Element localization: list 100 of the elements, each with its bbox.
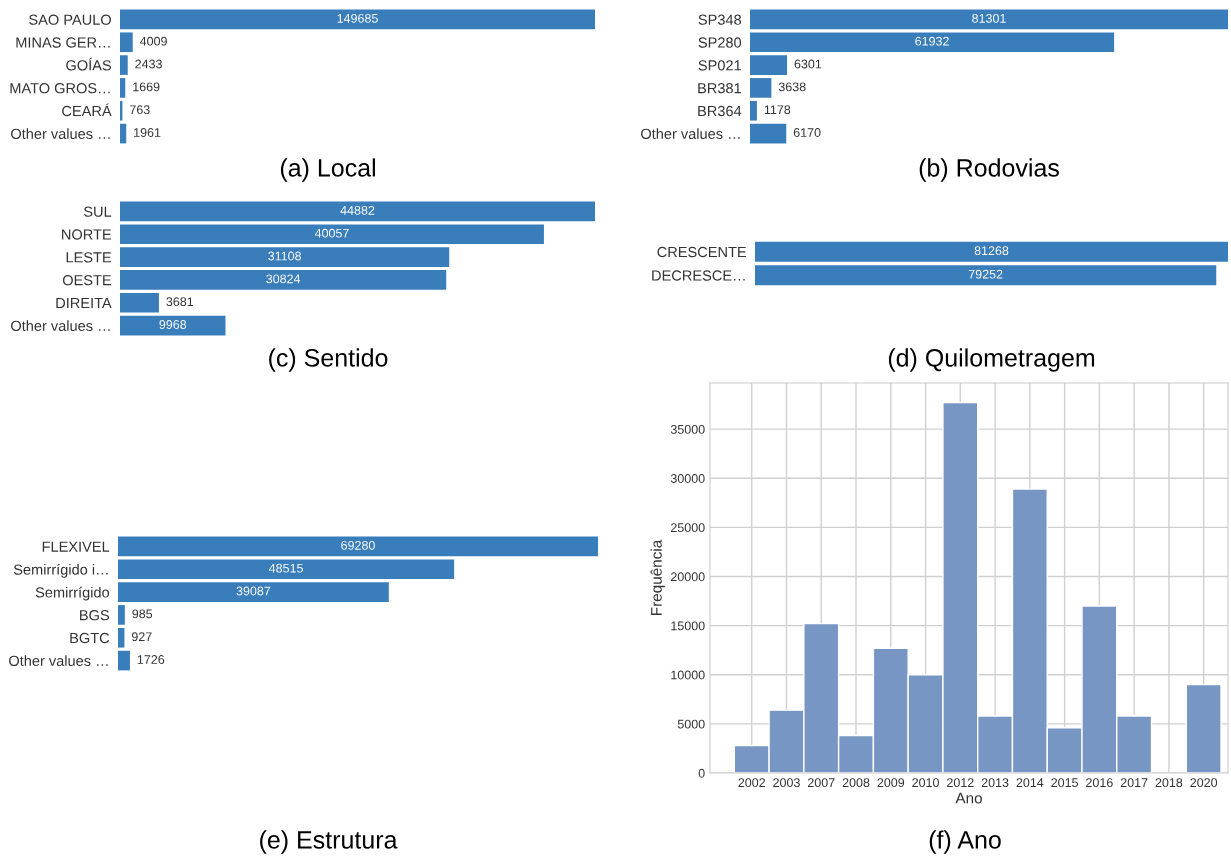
y-tick-label: 15000 — [671, 621, 705, 631]
y-tick-label: CEARÁ — [62, 103, 112, 117]
x-tick-label: 2018 — [1155, 778, 1183, 788]
data-label: 9968 — [159, 320, 187, 329]
y-tick-label: NORTE — [62, 229, 112, 240]
x-tick-label: 2017 — [1120, 778, 1148, 788]
y-tick-label: 20000 — [671, 572, 705, 582]
y-tick-label: 35000 — [670, 424, 705, 434]
x-tick-label: 2007 — [807, 778, 835, 788]
data-label: 79252 — [968, 269, 1003, 279]
data-label: 1726 — [137, 655, 165, 664]
data-label: 69280 — [341, 540, 375, 550]
y-tick-label: DECRESCE… — [652, 270, 745, 281]
data-label: 2433 — [135, 59, 162, 69]
data-label: 39087 — [236, 586, 271, 596]
text: (b) Rodovias — [919, 158, 1059, 182]
data-label: 763 — [130, 105, 150, 115]
data-label: 30824 — [266, 274, 301, 284]
data-label: 61932 — [915, 36, 949, 46]
bar — [118, 536, 598, 557]
data-label: 149685 — [337, 13, 378, 23]
x-tick-label: 2014 — [1016, 778, 1044, 788]
bar — [120, 270, 447, 290]
y-tick-label: SP348 — [698, 14, 742, 25]
x-tick-label: 2003 — [773, 778, 800, 788]
y-tick-label: MATO GROS… — [10, 83, 110, 94]
x-tick-label: 2009 — [877, 778, 905, 788]
bar — [120, 315, 226, 336]
text: (e) Estrutura — [260, 830, 398, 854]
bar — [120, 201, 595, 222]
text: (d) Quilometragem — [888, 348, 1095, 372]
data-label: 1669 — [133, 82, 160, 92]
data-label: 81301 — [972, 13, 1006, 23]
y-tick-label: SP280 — [698, 37, 742, 48]
text: (a) Local — [280, 158, 375, 182]
y-tick-label: Other values … — [9, 655, 108, 667]
x-tick-label: 2020 — [1190, 778, 1218, 788]
y-tick-label: CRESCENTE — [657, 246, 747, 258]
bar — [750, 123, 787, 144]
bar — [120, 9, 595, 30]
x-tick-label: 2016 — [1086, 778, 1113, 788]
y-tick-label: OESTE — [62, 275, 112, 286]
y-tick-label: BR381 — [698, 83, 741, 94]
bar — [118, 627, 125, 648]
bar — [120, 123, 127, 144]
bar — [120, 32, 133, 53]
y-tick-label: 25000 — [671, 523, 705, 533]
y-tick-label: MINAS GER… — [16, 37, 110, 48]
bar — [120, 78, 126, 98]
y-tick-label: 5000 — [677, 719, 705, 729]
data-label: 31108 — [268, 251, 301, 261]
y-axis-title: Frequência — [650, 539, 665, 615]
y-tick-label: SUL — [83, 206, 112, 217]
data-label: 40057 — [314, 228, 349, 238]
data-label: 81268 — [974, 246, 1009, 256]
y-tick-label: FLEXIVEL — [42, 541, 110, 552]
y-tick-label: 10000 — [671, 670, 705, 680]
data-label: 3681 — [166, 297, 194, 307]
bar — [120, 292, 159, 313]
data-label: 927 — [131, 632, 152, 642]
data-label: 1961 — [134, 128, 161, 137]
data-label: 985 — [132, 609, 153, 619]
bar — [1185, 683, 1222, 773]
bar — [118, 582, 389, 602]
data-label: 4009 — [139, 36, 167, 46]
bar — [750, 100, 757, 121]
x-tick-label: 2010 — [912, 778, 939, 788]
y-tick-label: Other values … — [641, 128, 740, 140]
bar — [120, 247, 450, 267]
data-label: 3638 — [778, 82, 806, 92]
y-tick-label: 30000 — [670, 474, 705, 483]
bar — [750, 32, 1115, 53]
bar — [750, 78, 772, 98]
data-label: 44882 — [340, 205, 375, 215]
data-label: 48515 — [268, 563, 303, 573]
bar — [118, 605, 125, 625]
y-tick-label: SP021 — [698, 60, 741, 71]
text: (c) Sentido — [269, 348, 388, 372]
bar — [750, 55, 788, 75]
bar — [120, 224, 544, 245]
x-tick-label: 2008 — [842, 778, 870, 788]
text: (f) Ano — [929, 830, 1001, 854]
y-tick-label: 0 — [698, 768, 705, 778]
y-tick-label: BR364 — [698, 105, 742, 117]
x-tick-label: 2015 — [1051, 778, 1078, 788]
x-tick-label: 2013 — [981, 778, 1009, 788]
y-tick-label: BGS — [80, 610, 109, 621]
y-tick-label: Semirrígido i… — [13, 563, 108, 578]
x-axis-title: Ano — [955, 792, 982, 804]
y-tick-label: GOÍAS — [66, 57, 111, 71]
data-label: 1178 — [764, 105, 791, 115]
y-tick-label: SAO PAULO — [29, 14, 111, 25]
bar — [120, 55, 128, 75]
bar — [118, 650, 130, 671]
y-tick-label: LESTE — [66, 252, 112, 263]
y-tick-label: Other values … — [11, 128, 110, 140]
x-tick-label: 2002 — [738, 778, 765, 788]
x-tick-label: 2012 — [947, 778, 974, 788]
bar — [118, 559, 455, 580]
bar — [750, 9, 1228, 30]
